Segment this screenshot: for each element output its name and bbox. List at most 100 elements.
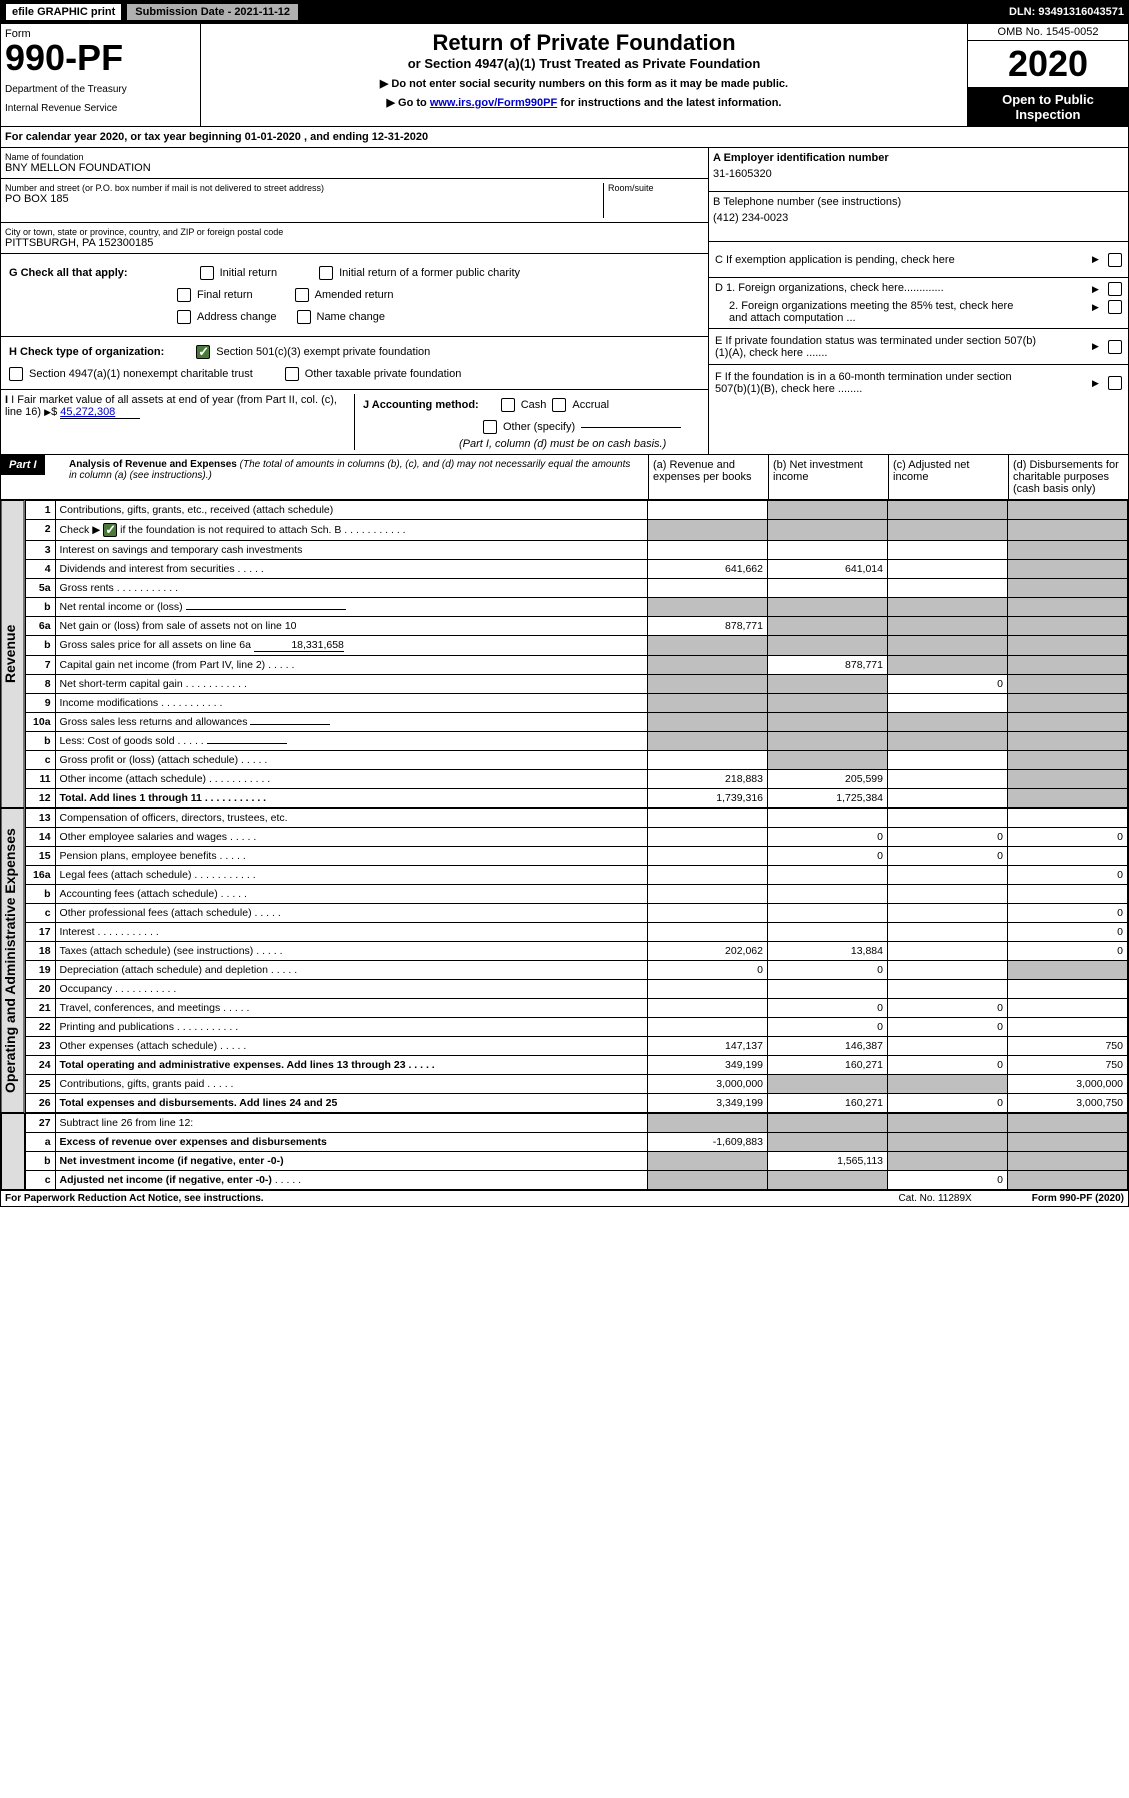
accrual-checkbox[interactable] — [552, 398, 566, 412]
part1-label: Part I — [1, 455, 45, 475]
table-row: 14Other employee salaries and wages000 — [25, 828, 1127, 847]
table-row: 18Taxes (attach schedule) (see instructi… — [25, 942, 1127, 961]
table-row: bNet rental income or (loss) — [25, 598, 1127, 617]
cash-basis-note: (Part I, column (d) must be on cash basi… — [459, 438, 704, 450]
d1-label: D 1. Foreign organizations, check here..… — [715, 282, 944, 296]
revenue-label: Revenue — [1, 500, 25, 808]
table-row: 19Depreciation (attach schedule) and dep… — [25, 961, 1127, 980]
4947-label: Section 4947(a)(1) nonexempt charitable … — [29, 368, 253, 380]
i-label: I I Fair market value of all assets at e… — [5, 394, 337, 418]
dept-treasury: Department of the Treasury — [5, 84, 196, 95]
tax-year: 2020 — [968, 41, 1128, 88]
final-return-checkbox[interactable] — [177, 288, 191, 302]
col-c-header: (c) Adjusted net income — [888, 455, 1008, 499]
inspection-label: Open to Public Inspection — [968, 88, 1128, 126]
omb-number: OMB No. 1545-0052 — [968, 24, 1128, 41]
4947-checkbox[interactable] — [9, 367, 23, 381]
schb-checkbox[interactable] — [103, 523, 117, 537]
header-center: Return of Private Foundation or Section … — [201, 24, 968, 126]
amended-return-label: Amended return — [315, 289, 394, 301]
table-row: aExcess of revenue over expenses and dis… — [25, 1133, 1127, 1152]
table-row: 20Occupancy — [25, 980, 1127, 999]
d2-label: 2. Foreign organizations meeting the 85%… — [729, 300, 1029, 324]
top-bar: efile GRAPHIC print Submission Date - 20… — [0, 0, 1129, 24]
other-taxable-checkbox[interactable] — [285, 367, 299, 381]
address-change-label: Address change — [197, 311, 277, 323]
initial-former-label: Initial return of a former public charit… — [339, 267, 520, 279]
note-pre: ▶ Go to — [387, 97, 430, 109]
room-label: Room/suite — [608, 183, 704, 193]
table-row: 17Interest0 — [25, 923, 1127, 942]
left-column: Name of foundation BNY MELLON FOUNDATION… — [1, 148, 708, 454]
501c3-checkbox[interactable] — [196, 345, 210, 359]
efile-label: efile GRAPHIC print — [5, 3, 122, 21]
part1-header-row: Part I Analysis of Revenue and Expenses … — [0, 455, 1129, 500]
table-row: 4Dividends and interest from securities6… — [25, 560, 1127, 579]
col-b-header: (b) Net investment income — [768, 455, 888, 499]
phone-value: (412) 234-0023 — [713, 212, 1124, 224]
table-row: cOther professional fees (attach schedul… — [25, 904, 1127, 923]
501c3-label: Section 501(c)(3) exempt private foundat… — [216, 346, 430, 358]
foreign-org-checkbox[interactable] — [1108, 282, 1122, 296]
name-change-checkbox[interactable] — [297, 310, 311, 324]
f-label: F If the foundation is in a 60-month ter… — [715, 371, 1045, 395]
name-change-label: Name change — [317, 311, 386, 323]
form-title: Return of Private Foundation — [207, 30, 961, 56]
dept-irs: Internal Revenue Service — [5, 103, 196, 114]
amended-return-checkbox[interactable] — [295, 288, 309, 302]
info-grid: Name of foundation BNY MELLON FOUNDATION… — [0, 148, 1129, 455]
calendar-year-row: For calendar year 2020, or tax year begi… — [0, 127, 1129, 148]
initial-return-checkbox[interactable] — [200, 266, 214, 280]
address-change-checkbox[interactable] — [177, 310, 191, 324]
exemption-pending-checkbox[interactable] — [1108, 253, 1122, 267]
60-month-checkbox[interactable] — [1108, 376, 1122, 390]
right-column: A Employer identification number 31-1605… — [708, 148, 1128, 454]
table-row: 12Total. Add lines 1 through 111,739,316… — [25, 789, 1127, 808]
form-subtitle: or Section 4947(a)(1) Trust Treated as P… — [207, 56, 961, 71]
fair-market-value[interactable]: 45,272,308 — [60, 406, 140, 419]
table-row: 7Capital gain net income (from Part IV, … — [25, 656, 1127, 675]
instructions-note: ▶ Go to www.irs.gov/Form990PF for instru… — [207, 96, 961, 109]
table-row: 23Other expenses (attach schedule)147,13… — [25, 1037, 1127, 1056]
header-right: OMB No. 1545-0052 2020 Open to Public In… — [968, 24, 1128, 126]
c-label: C If exemption application is pending, c… — [715, 254, 955, 266]
arrow-icon — [1092, 253, 1099, 265]
city-label: City or town, state or province, country… — [5, 227, 704, 237]
other-method-checkbox[interactable] — [483, 420, 497, 434]
table-row: 26Total expenses and disbursements. Add … — [25, 1094, 1127, 1113]
table-row: 27Subtract line 26 from line 12: — [25, 1114, 1127, 1133]
initial-former-checkbox[interactable] — [319, 266, 333, 280]
revenue-table: 1Contributions, gifts, grants, etc., rec… — [25, 500, 1128, 808]
table-row: 5aGross rents — [25, 579, 1127, 598]
note-post: for instructions and the latest informat… — [557, 97, 781, 109]
footer-row: For Paperwork Reduction Act Notice, see … — [0, 1191, 1129, 1207]
table-row: bNet investment income (if negative, ent… — [25, 1152, 1127, 1171]
table-row: bLess: Cost of goods sold — [25, 732, 1127, 751]
table-row: 21Travel, conferences, and meetings00 — [25, 999, 1127, 1018]
instructions-link[interactable]: www.irs.gov/Form990PF — [430, 97, 557, 109]
cash-checkbox[interactable] — [501, 398, 515, 412]
table-row: bAccounting fees (attach schedule) — [25, 885, 1127, 904]
arrow-icon — [1092, 301, 1099, 313]
status-terminated-checkbox[interactable] — [1108, 340, 1122, 354]
foundation-name-label: Name of foundation — [5, 152, 704, 162]
warning-note: ▶ Do not enter social security numbers o… — [207, 77, 961, 90]
cat-number: Cat. No. 11289X — [899, 1193, 972, 1204]
form-ref: Form 990-PF (2020) — [1032, 1193, 1124, 1204]
arrow-icon — [1092, 377, 1099, 389]
col-d-header: (d) Disbursements for charitable purpose… — [1008, 455, 1128, 499]
summary-section: 27Subtract line 26 from line 12: aExcess… — [0, 1113, 1129, 1191]
foreign-85-checkbox[interactable] — [1108, 300, 1122, 314]
expenses-section: Operating and Administrative Expenses 13… — [0, 808, 1129, 1113]
other-taxable-label: Other taxable private foundation — [305, 368, 462, 380]
table-row: 15Pension plans, employee benefits00 — [25, 847, 1127, 866]
table-row: 22Printing and publications00 — [25, 1018, 1127, 1037]
header-left: Form 990-PF Department of the Treasury I… — [1, 24, 201, 126]
table-row: 2Check ▶ if the foundation is not requir… — [25, 520, 1127, 541]
other-specify-field[interactable] — [581, 427, 681, 428]
table-row: 1Contributions, gifts, grants, etc., rec… — [25, 501, 1127, 520]
g-label: G Check all that apply: — [9, 267, 128, 279]
part1-title: Analysis of Revenue and Expenses — [69, 459, 237, 470]
ein-label: A Employer identification number — [713, 152, 1124, 164]
cash-label: Cash — [521, 399, 547, 411]
